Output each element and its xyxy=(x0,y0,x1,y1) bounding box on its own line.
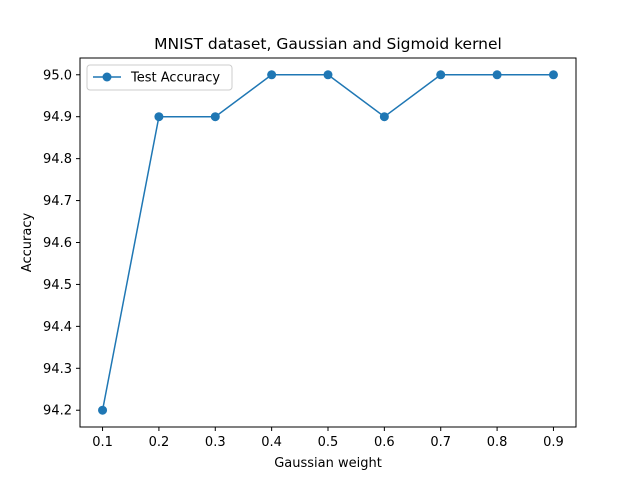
y-tick-label: 94.8 xyxy=(43,152,72,167)
data-point xyxy=(436,70,446,80)
y-tick-label: 94.7 xyxy=(43,194,72,209)
x-axis-label: Gaussian weight xyxy=(274,456,382,471)
y-tick-label: 94.6 xyxy=(43,236,72,251)
plot-area xyxy=(80,58,576,427)
data-point xyxy=(98,405,108,415)
y-tick-label: 94.9 xyxy=(43,110,72,125)
x-tick-label: 0.1 xyxy=(92,435,113,450)
data-point xyxy=(548,70,558,80)
legend-marker-swatch xyxy=(102,72,112,82)
x-tick-label: 0.8 xyxy=(487,435,508,450)
series-layer xyxy=(98,70,558,415)
data-point xyxy=(379,112,389,122)
y-axis-label: Accuracy xyxy=(20,213,35,273)
legend-box xyxy=(86,64,233,91)
data-point xyxy=(492,70,502,80)
plot-frame xyxy=(79,57,577,428)
data-point xyxy=(267,70,277,80)
y-axis-ticks: 94.2 94.3 94.4 94.5 94.6 94.7 94.8 94.9 95.0 xyxy=(43,68,80,419)
x-tick-label: 0.2 xyxy=(149,435,170,450)
y-tick-label: 94.2 xyxy=(43,404,72,419)
x-tick-label: 0.3 xyxy=(205,435,226,450)
data-point xyxy=(154,112,164,122)
y-tick-label: 94.4 xyxy=(43,320,72,335)
legend: Test Accuracy xyxy=(86,64,233,91)
data-point xyxy=(210,112,220,122)
legend-label: Test Accuracy xyxy=(130,71,220,86)
y-tick-label: 94.5 xyxy=(43,278,72,293)
x-axis-ticks: 0.1 0.2 0.3 0.4 0.5 0.6 0.7 0.8 0.9 xyxy=(92,427,564,450)
data-point xyxy=(323,70,333,80)
x-tick-label: 0.5 xyxy=(318,435,339,450)
x-tick-label: 0.7 xyxy=(430,435,451,450)
y-tick-label: 95.0 xyxy=(43,68,72,83)
x-tick-label: 0.9 xyxy=(543,435,564,450)
chart-title: MNIST dataset, Gaussian and Sigmoid kern… xyxy=(154,35,502,53)
y-tick-label: 94.3 xyxy=(43,362,72,377)
x-tick-label: 0.6 xyxy=(374,435,395,450)
x-tick-label: 0.4 xyxy=(261,435,282,450)
